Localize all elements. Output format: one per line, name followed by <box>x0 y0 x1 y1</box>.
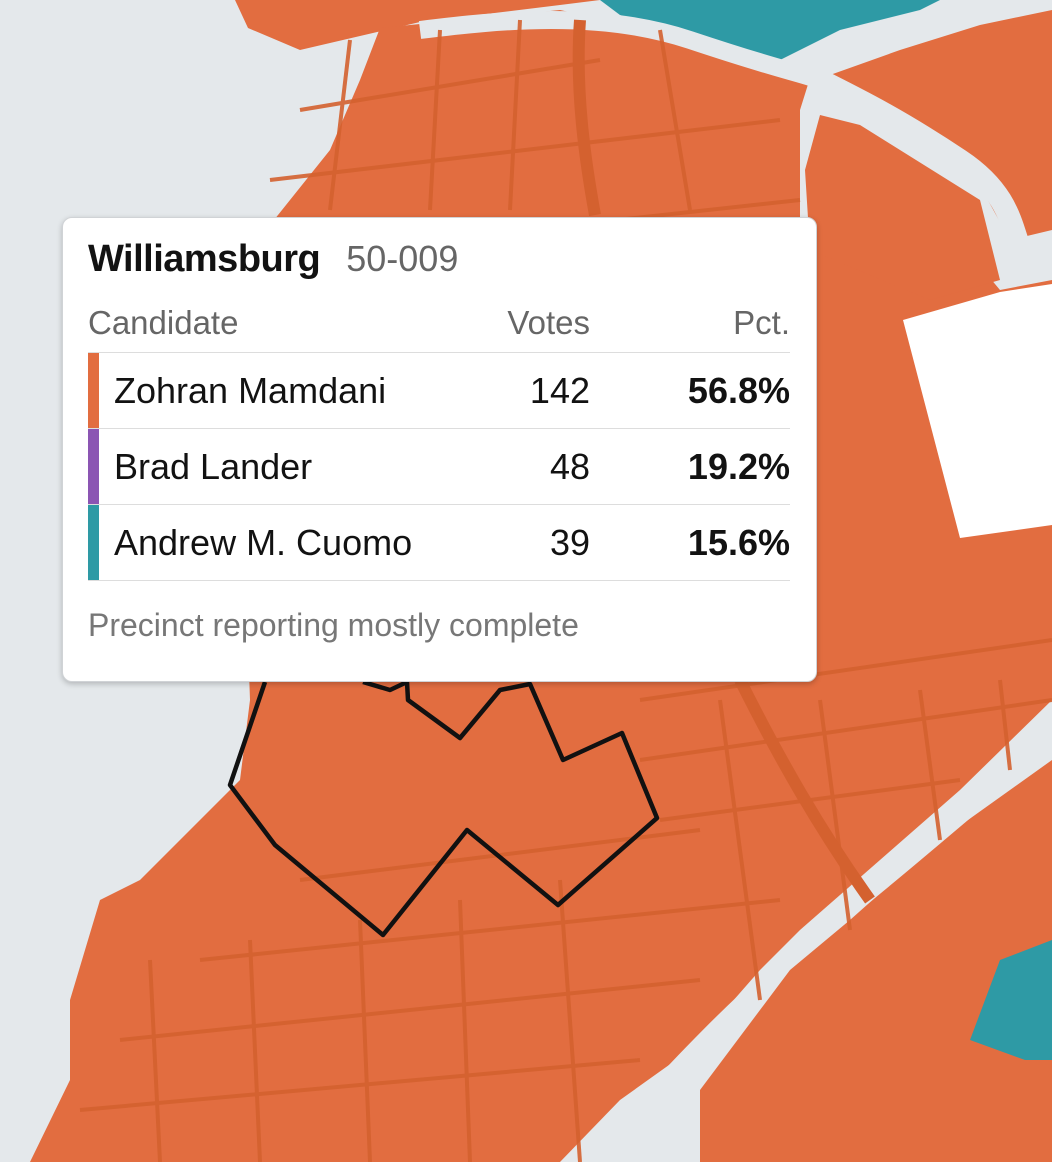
land-right-bottom <box>700 760 1052 1162</box>
candidate-votes: 39 <box>549 521 590 563</box>
cuomo-area-top <box>600 0 940 60</box>
highlighted-precinct-outline[interactable] <box>227 679 660 938</box>
candidate-pct: 15.6% <box>687 521 790 563</box>
river-channel-west <box>418 11 823 89</box>
river-channel <box>815 70 1040 277</box>
land-center-north <box>805 115 1000 300</box>
precinct-id: 50-009 <box>346 238 459 279</box>
column-candidate: Candidate <box>88 304 239 341</box>
candidate-color-swatch <box>88 429 99 504</box>
candidate-pct: 19.2% <box>687 445 790 487</box>
neighborhood-name: Williamsburg <box>88 238 321 280</box>
creek <box>584 734 1052 1162</box>
candidate-name: Andrew M. Cuomo <box>114 521 413 563</box>
candidate-name: Zohran Mamdani <box>114 369 387 411</box>
column-pct: Pct. <box>733 304 790 341</box>
candidate-row: Zohran Mamdani 142 56.8% <box>88 353 790 429</box>
no-data-parcel <box>903 284 1052 538</box>
candidate-color-swatch <box>88 505 99 580</box>
candidate-pct: 56.8% <box>687 369 790 411</box>
tooltip-header: Williamsburg 50-009 <box>88 238 790 294</box>
candidate-name: Brad Lander <box>114 445 313 487</box>
results-table-header: Candidate Votes Pct. <box>88 294 790 353</box>
column-votes: Votes <box>507 304 590 341</box>
candidate-votes: 142 <box>529 369 590 411</box>
candidate-row: Brad Lander 48 19.2% <box>88 429 790 505</box>
avenue <box>572 19 601 217</box>
reporting-status: Precinct reporting mostly complete <box>88 607 579 643</box>
cuomo-area-bottom <box>970 940 1052 1060</box>
avenue-east <box>734 677 875 904</box>
land-left-top <box>235 0 600 50</box>
precinct-tooltip: Williamsburg 50-009 Candidate Votes Pct.… <box>62 217 817 682</box>
candidate-votes: 48 <box>549 445 590 487</box>
candidate-row: Andrew M. Cuomo 39 15.6% <box>88 505 790 581</box>
candidate-color-swatch <box>88 353 99 428</box>
